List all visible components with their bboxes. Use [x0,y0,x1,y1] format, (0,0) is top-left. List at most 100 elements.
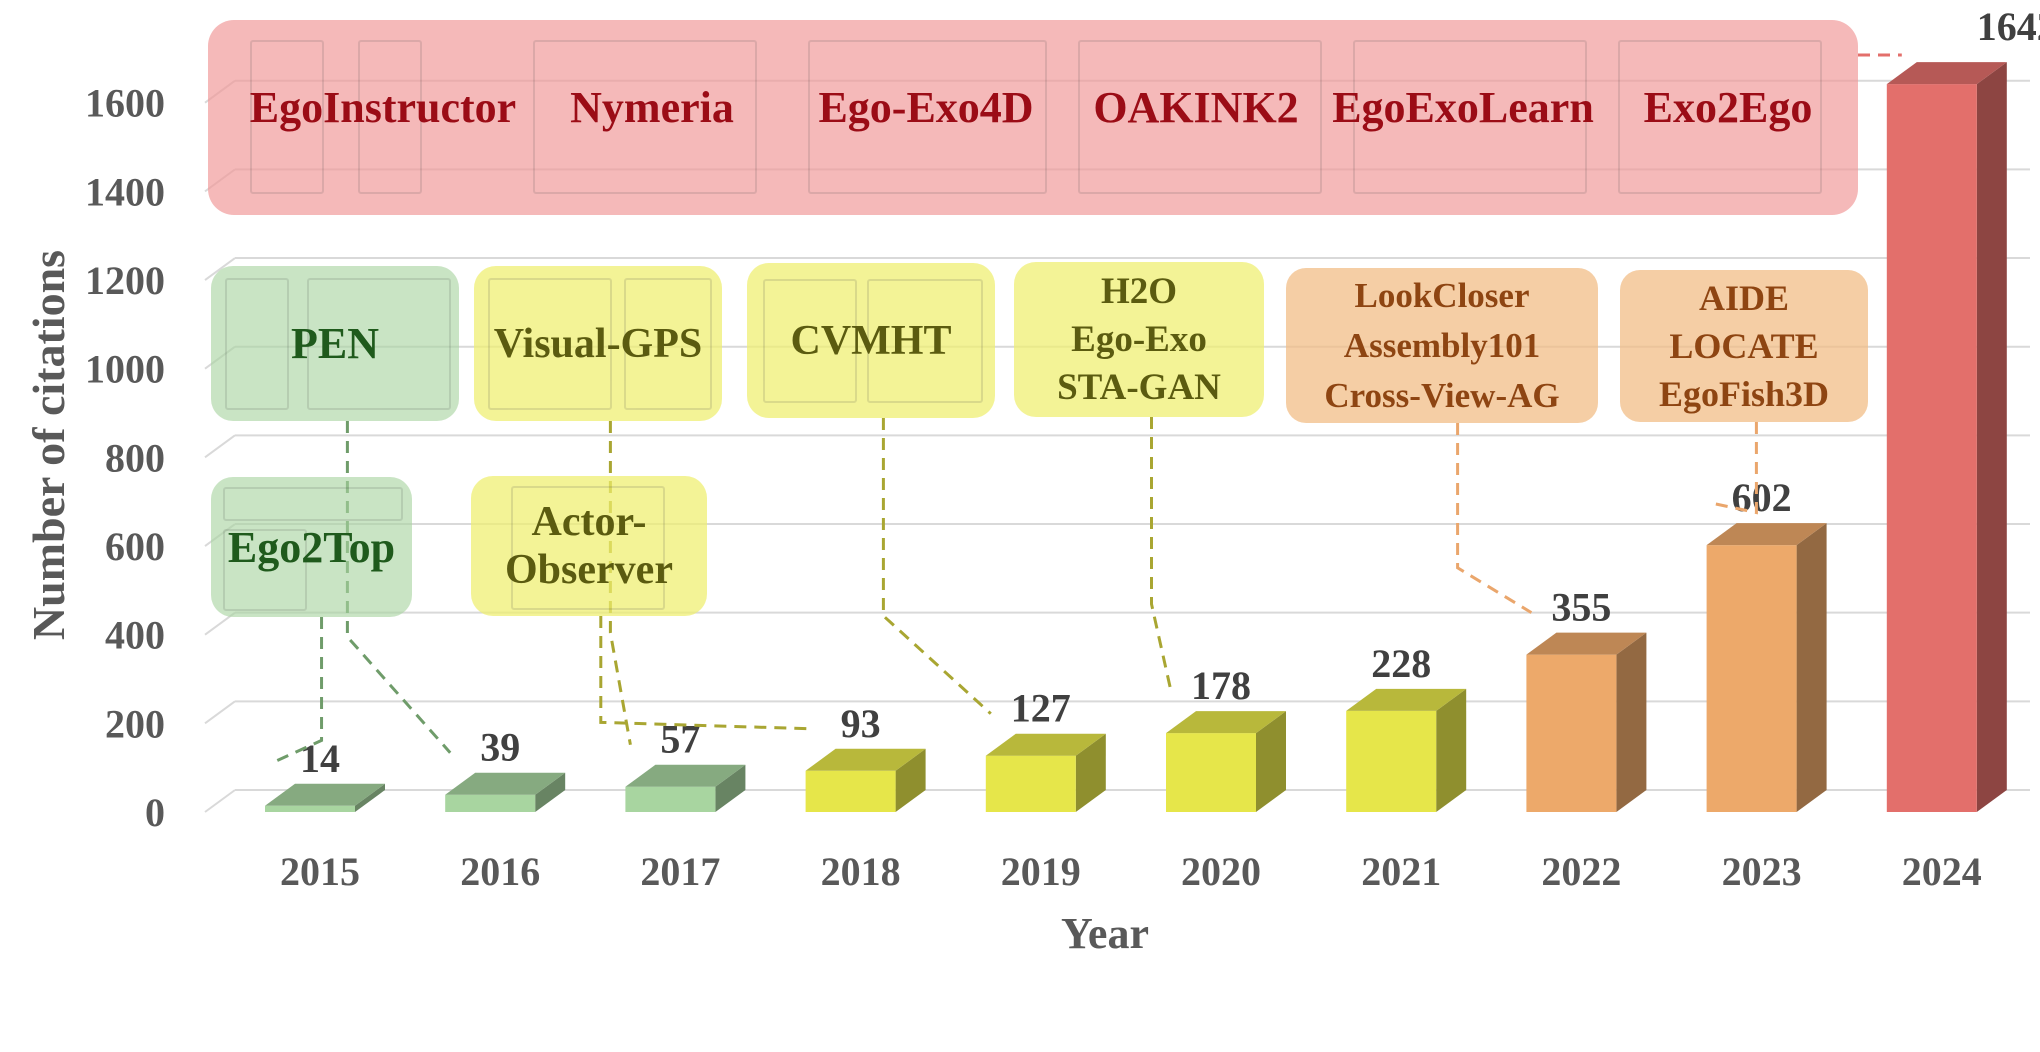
y-axis-ticks: 0 200 400 600 800 1000 1200 1400 1600 [85,81,165,835]
bar-top [1346,688,1467,711]
connector-2019 [881,418,992,715]
bar-2016 [445,772,566,812]
y-tick-label: 200 [105,701,165,746]
y-tick-label: 1000 [85,347,165,392]
connector-2018 [599,616,811,731]
x-tick-label: 2020 [1181,849,1261,894]
bar-front [1166,733,1256,812]
bar-top [265,783,385,806]
bar-front [265,805,355,812]
paper-cross-view-ag: Cross-View-AG [1324,375,1560,415]
bar-2024 [1886,62,2007,813]
data-labels: 143957931271782283556021642 [300,4,2040,781]
bar-top [1526,632,1647,655]
x-axis-title: Year [1061,909,1149,958]
annotation-2024: EgoInstructor Nymeria Ego-Exo4D OAKINK2 … [208,20,1858,215]
gridline-depth [204,789,236,813]
bar-side [1436,688,1467,812]
annotation-2023: AIDE LOCATE EgoFish3D [1620,270,1868,422]
bar-side [535,772,566,812]
paper-oakink2: OAKINK2 [1093,83,1299,132]
paper-pen: PEN [291,319,379,368]
bar-front [1346,710,1437,812]
annotation-2019: CVMHT [747,263,995,418]
paper-nymeria: Nymeria [570,83,734,132]
data-label: 602 [1732,475,1792,520]
bar-2015 [265,783,385,812]
connector-2015 [269,617,324,766]
bar-top [445,772,566,795]
x-tick-label: 2021 [1361,849,1441,894]
bar-front [805,770,896,812]
annotation-2017: Visual-GPS [474,266,722,421]
y-axis-title: Number of citations [23,250,74,640]
bars [265,62,2007,813]
paper-visual-gps: Visual-GPS [493,320,703,367]
data-label: 178 [1191,663,1251,708]
bar-side [1796,523,1827,812]
paper-lookcloser: LookCloser [1354,275,1530,315]
bar-2023 [1706,523,1827,812]
bar-side [1075,733,1106,812]
annotation-2022: LookCloser Assembly101 Cross-View-AG [1286,268,1598,423]
bar-side [895,748,926,812]
bar-top [1706,523,1827,546]
data-label: 1642 [1977,4,2040,49]
paper-ego2top: Ego2Top [227,522,396,572]
y-tick-label: 1600 [85,81,165,126]
bar-side [1616,632,1647,812]
gridline-depth [204,434,236,459]
bar-front [1706,545,1797,812]
paper-cvmht: CVMHT [790,317,952,364]
paper-actor-observer-line2: Observer [505,547,673,593]
bar-top [805,748,926,771]
annotation-2016: PEN [211,266,459,421]
bar-2021 [1346,688,1467,812]
data-label: 355 [1551,585,1611,630]
x-tick-label: 2015 [280,849,360,894]
y-tick-label: 600 [105,524,165,569]
x-tick-label: 2022 [1541,849,1621,894]
connector-2020 [1150,417,1173,692]
paper-locate: LOCATE [1669,326,1819,366]
bar-front [1526,654,1617,812]
paper-egoinstructor: EgoInstructor [249,83,517,132]
bar-top [985,733,1106,756]
bar-top [1166,711,1286,734]
bar-side [1256,711,1286,812]
bar-front [445,794,536,812]
gridline-depth [204,700,236,725]
data-label: 14 [300,736,340,781]
x-tick-label: 2024 [1902,849,1982,894]
y-tick-label: 400 [105,613,165,658]
x-tick-label: 2018 [821,849,901,894]
bar-side [1976,62,2007,813]
paper-actor-observer-line1: Actor- [531,499,647,545]
annotation-2020: H2O Ego-Exo STA-GAN [1014,262,1264,417]
data-label: 228 [1371,641,1431,686]
paper-assembly101: Assembly101 [1343,325,1541,365]
bar-side [355,783,385,812]
y-tick-label: 0 [145,790,165,835]
bar-front [1886,84,1977,813]
y-tick-label: 800 [105,435,165,480]
y-tick-label: 1400 [85,169,165,214]
annotation-2018: Actor- Observer [471,476,707,616]
x-tick-label: 2016 [460,849,540,894]
bar-2019 [985,733,1106,812]
paper-egoexolearn: EgoExoLearn [1332,83,1594,132]
bar-2020 [1166,711,1286,812]
y-tick-label: 1200 [85,258,165,303]
annotation-2015: Ego2Top [211,477,412,617]
data-label: 127 [1011,686,1071,731]
paper-exo2ego: Exo2Ego [1643,83,1813,132]
bar-2017 [625,764,746,812]
bar-side [715,764,746,812]
connector-2022 [1456,423,1533,614]
data-label: 93 [841,701,881,746]
connector-2023 [1711,422,1758,515]
x-tick-label: 2017 [640,849,720,894]
paper-h2o: H2O [1100,270,1178,312]
bar-front [985,755,1076,812]
bar-top [1886,62,2007,85]
